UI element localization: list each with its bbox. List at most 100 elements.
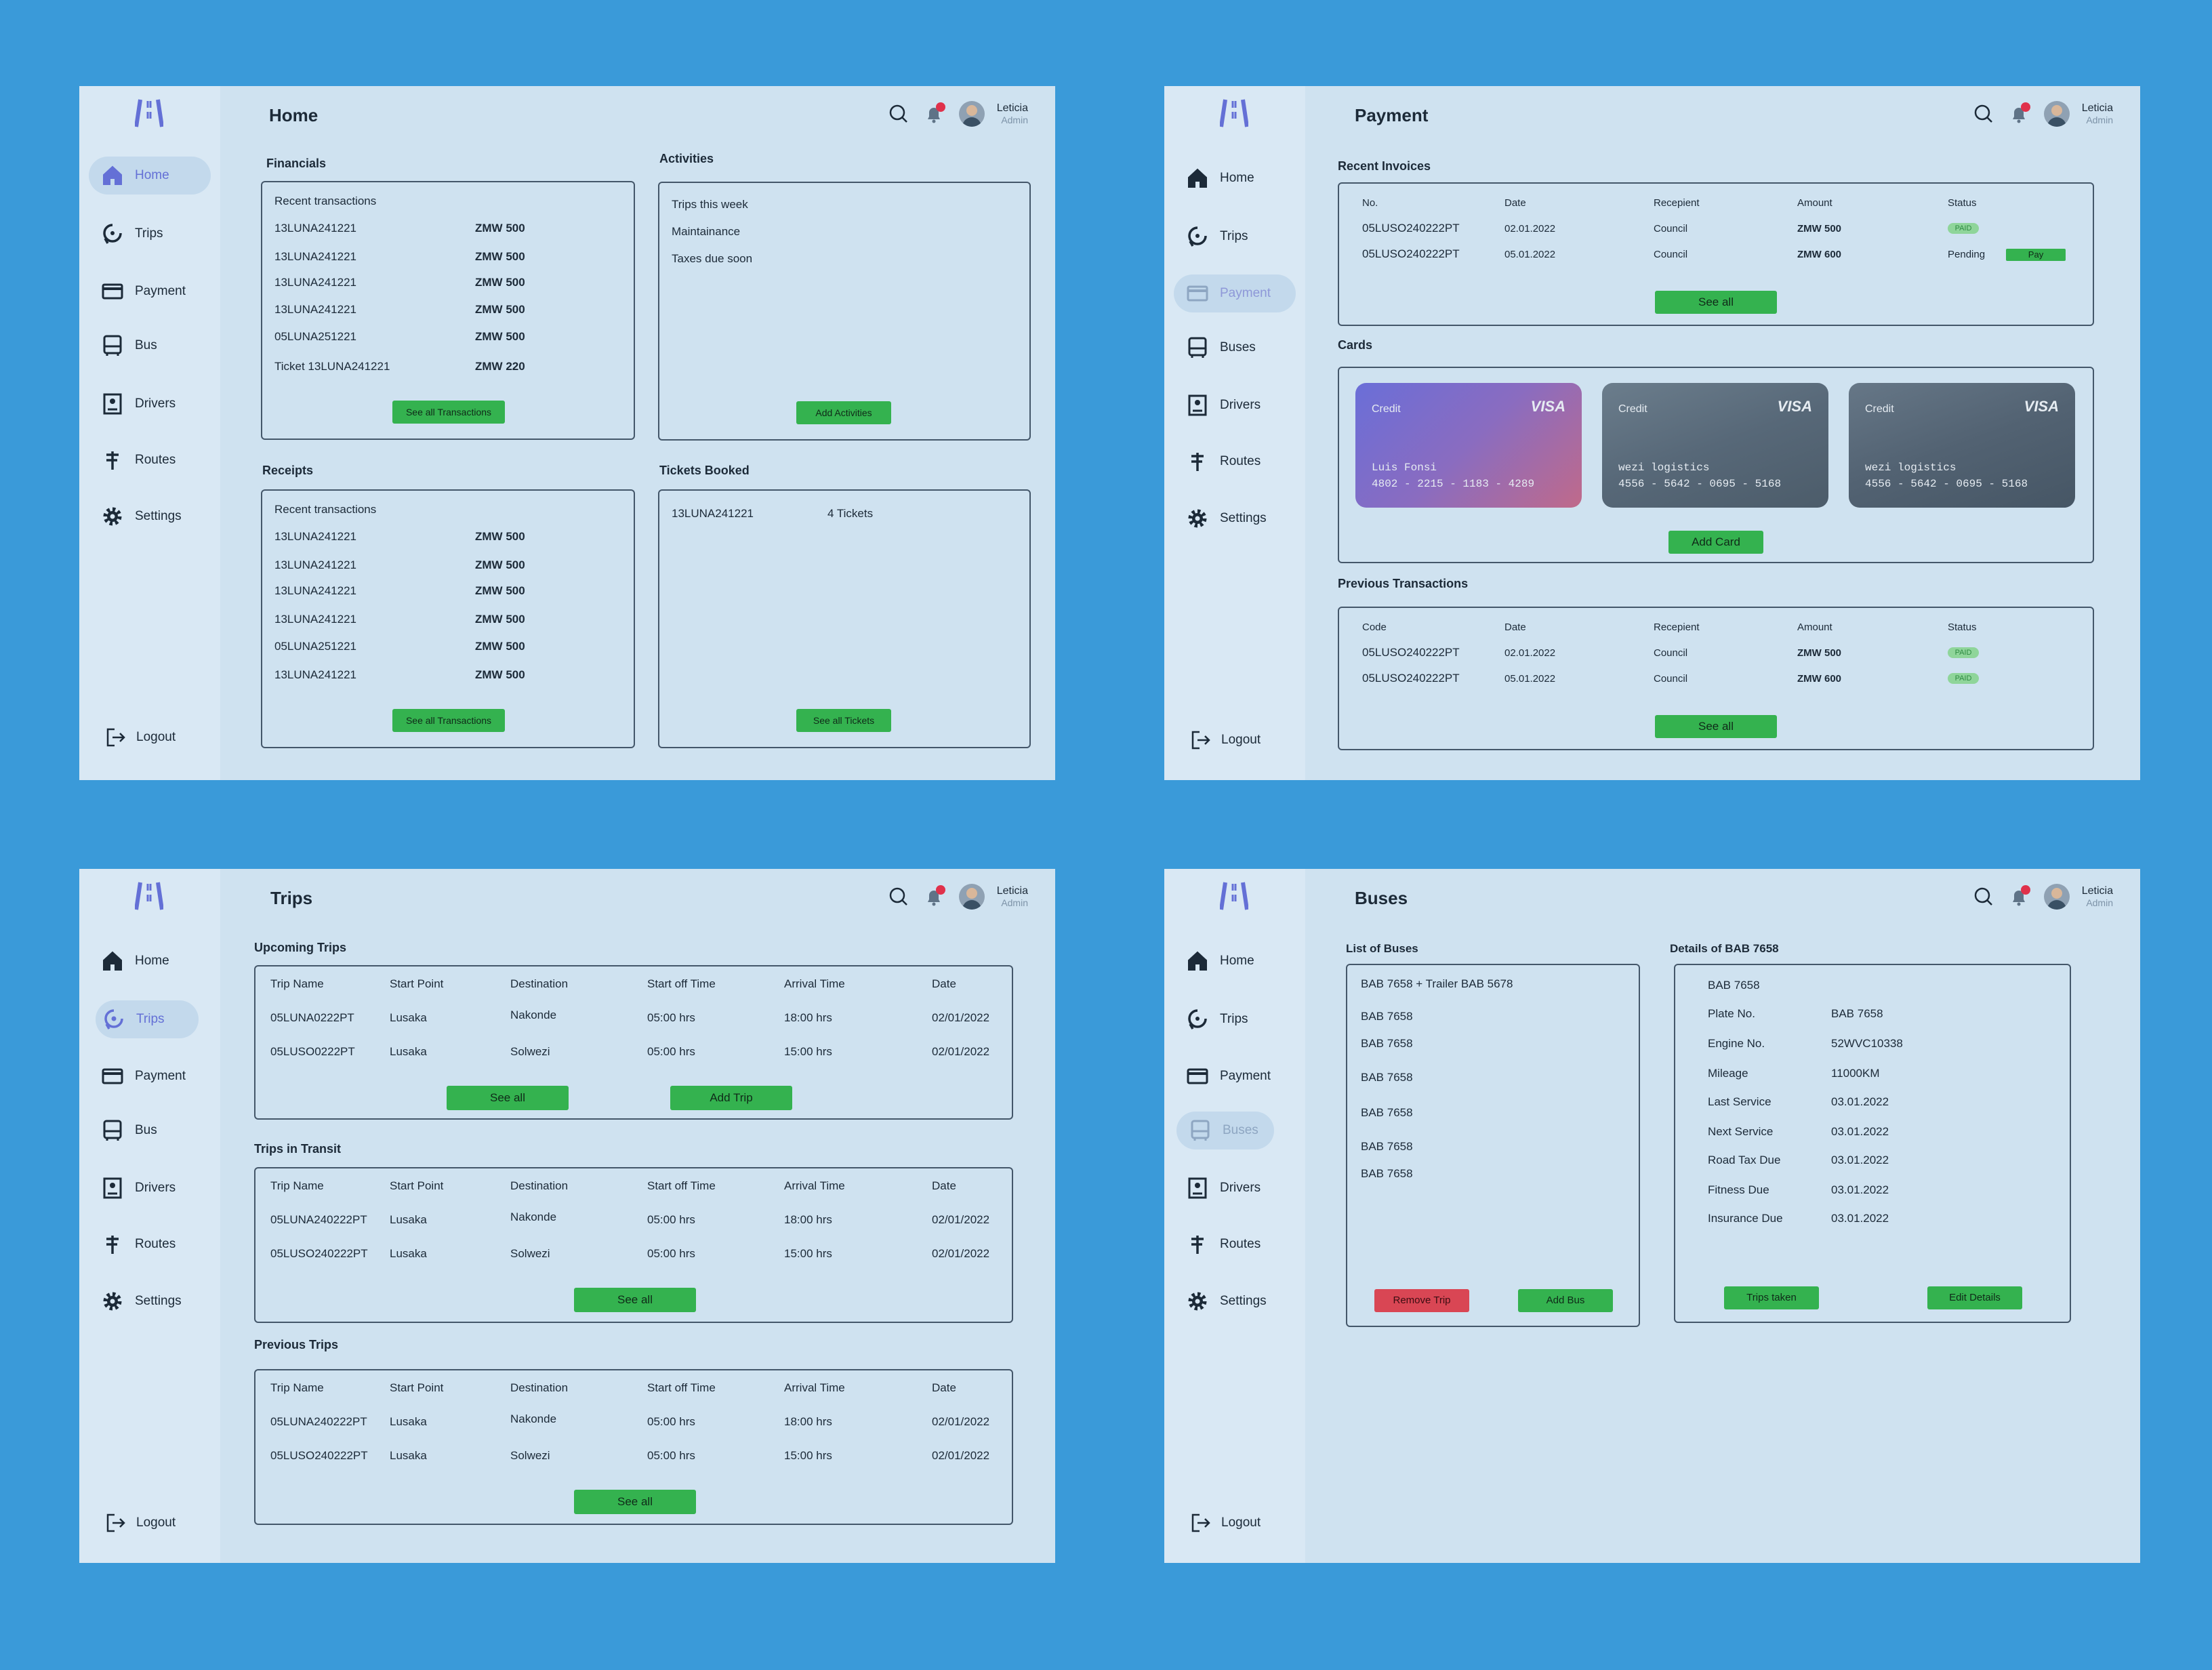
credit-card[interactable]: Credit VISA Luis Fonsi 4802 - 2215 - 118… <box>1355 383 1582 508</box>
trip-start-time: 05:00 hrs <box>647 1449 695 1462</box>
pay-button[interactable]: Pay <box>2006 249 2066 261</box>
sidebar-item-settings[interactable]: Settings <box>89 497 211 535</box>
bus-list-item[interactable]: BAB 7658 <box>1361 1106 1413 1119</box>
bus-list-item[interactable]: BAB 7658 <box>1361 1140 1413 1153</box>
logout-icon <box>106 728 125 747</box>
sidebar-item-drivers[interactable]: Drivers <box>1174 386 1296 424</box>
search-icon[interactable] <box>888 887 909 907</box>
sidebar-item-settings[interactable]: Settings <box>1174 1282 1296 1320</box>
detail-label: Insurance Due <box>1708 1212 1783 1225</box>
notification-bell[interactable] <box>924 102 945 124</box>
search-icon[interactable] <box>1973 887 1994 907</box>
trip-arrival-time: 15:00 hrs <box>784 1449 832 1462</box>
receipt-row-amount: ZMW 500 <box>475 584 525 597</box>
search-icon[interactable] <box>888 104 909 124</box>
column-header: Start off Time <box>647 977 716 990</box>
sidebar-item-buses[interactable]: Buses <box>1174 329 1296 367</box>
edit-details-button[interactable]: Edit Details <box>1927 1286 2022 1309</box>
sidebar-item-payment[interactable]: Payment <box>1174 274 1296 312</box>
trips-taken-button[interactable]: Trips taken <box>1724 1286 1819 1309</box>
column-header: Start off Time <box>647 1381 716 1394</box>
sidebar-item-home[interactable]: Home <box>89 157 211 195</box>
avatar[interactable] <box>2043 884 2070 910</box>
ticket-id: 13LUNA241221 <box>672 507 754 520</box>
logout-icon <box>1191 731 1210 750</box>
bus-list-item[interactable]: BAB 7658 <box>1361 1071 1413 1084</box>
user-info: Leticia Admin <box>997 885 1028 908</box>
logo-icon <box>1220 99 1248 127</box>
add-card-button[interactable]: Add Card <box>1668 531 1763 554</box>
sidebar-item-trips[interactable]: Trips <box>1174 1000 1296 1038</box>
sidebar-item-routes[interactable]: Routes <box>1174 1225 1296 1263</box>
see-all-upcoming-button[interactable]: See all <box>447 1086 569 1110</box>
bus-list-item[interactable]: BAB 7658 <box>1361 1167 1413 1180</box>
see-all-transactions-button[interactable]: See all Transactions <box>392 709 505 732</box>
trips-icon <box>1188 226 1207 247</box>
credit-card[interactable]: Credit VISA wezi logistics 4556 - 5642 -… <box>1602 383 1828 508</box>
logout-button[interactable]: Logout <box>105 1513 176 1533</box>
notification-bell[interactable] <box>2009 102 2030 124</box>
upcoming-trips-heading: Upcoming Trips <box>254 941 347 954</box>
sidebar-item-bus[interactable]: Bus <box>89 327 211 365</box>
sidebar-item-payment[interactable]: Payment <box>1174 1057 1296 1095</box>
see-all-transactions-button[interactable]: See all Transactions <box>392 401 505 424</box>
see-all-transit-button[interactable]: See all <box>574 1288 696 1312</box>
sidebar-item-routes[interactable]: Routes <box>89 441 211 479</box>
sidebar-item-payment[interactable]: Payment <box>89 272 211 310</box>
credit-card[interactable]: Credit VISA wezi logistics 4556 - 5642 -… <box>1849 383 2075 508</box>
sidebar-item-trips[interactable]: Trips <box>1174 218 1296 256</box>
sidebar-item-home[interactable]: Home <box>1174 159 1296 197</box>
upcoming-trips-box: Trip Name Start Point Destination Start … <box>254 965 1013 1120</box>
bus-list-item[interactable]: BAB 7658 + Trailer BAB 5678 <box>1361 977 1513 990</box>
sidebar-item-settings[interactable]: Settings <box>1174 500 1296 537</box>
previous-trips-box: Trip Name Start Point Destination Start … <box>254 1369 1013 1525</box>
sidebar-item-routes[interactable]: Routes <box>1174 443 1296 481</box>
tickets-heading: Tickets Booked <box>659 464 750 477</box>
logout-button[interactable]: Logout <box>1190 730 1261 750</box>
detail-value: 03.01.2022 <box>1831 1183 1889 1196</box>
sidebar-item-routes[interactable]: Routes <box>89 1225 211 1263</box>
column-header: Start Point <box>390 977 444 990</box>
sidebar-item-bus[interactable]: Bus <box>89 1112 211 1149</box>
see-all-previous-button[interactable]: See all <box>574 1490 696 1514</box>
add-trip-button[interactable]: Add Trip <box>670 1086 792 1110</box>
column-header: Status <box>1948 197 1977 209</box>
trip-start: Lusaka <box>390 1011 427 1024</box>
trip-start-time: 05:00 hrs <box>647 1045 695 1058</box>
logout-button[interactable]: Logout <box>1190 1513 1261 1533</box>
sidebar-item-buses[interactable]: Buses <box>1176 1112 1274 1149</box>
avatar[interactable] <box>2043 101 2070 127</box>
sidebar-item-trips[interactable]: Trips <box>96 1000 199 1038</box>
add-activities-button[interactable]: Add Activities <box>796 401 891 424</box>
remove-trip-button[interactable]: Remove Trip <box>1374 1289 1469 1312</box>
sidebar-item-trips[interactable]: Trips <box>89 215 211 253</box>
financial-row-amount: ZMW 220 <box>475 360 525 373</box>
sidebar-item-payment[interactable]: Payment <box>89 1057 211 1095</box>
sidebar-item-settings[interactable]: Settings <box>89 1282 211 1320</box>
payment-icon <box>102 283 123 300</box>
see-all-transactions-button[interactable]: See all <box>1655 715 1777 738</box>
sidebar-item-drivers[interactable]: Drivers <box>1174 1169 1296 1207</box>
sidebar-item-label: Routes <box>1220 454 1261 468</box>
bus-list-item[interactable]: BAB 7658 <box>1361 1037 1413 1050</box>
add-bus-button[interactable]: Add Bus <box>1518 1289 1613 1312</box>
sidebar-item-home[interactable]: Home <box>89 942 211 980</box>
sidebar-item-label: Bus <box>135 1123 157 1137</box>
page-title: Trips <box>270 888 313 908</box>
see-all-tickets-button[interactable]: See all Tickets <box>796 709 891 732</box>
search-icon[interactable] <box>1973 104 1994 124</box>
avatar[interactable] <box>958 101 985 127</box>
detail-label: Last Service <box>1708 1095 1771 1108</box>
avatar[interactable] <box>958 884 985 910</box>
sidebar-item-home[interactable]: Home <box>1174 942 1296 980</box>
see-all-invoices-button[interactable]: See all <box>1655 291 1777 314</box>
trip-arrival-time: 18:00 hrs <box>784 1415 832 1428</box>
notification-bell[interactable] <box>924 885 945 907</box>
invoice-recipient: Council <box>1654 223 1688 235</box>
sidebar-item-drivers[interactable]: Drivers <box>89 385 211 423</box>
logout-button[interactable]: Logout <box>105 727 176 748</box>
bus-list-item[interactable]: BAB 7658 <box>1361 1010 1413 1023</box>
sidebar-item-drivers[interactable]: Drivers <box>89 1169 211 1207</box>
notification-bell[interactable] <box>2009 885 2030 907</box>
column-header: Status <box>1948 622 1977 633</box>
